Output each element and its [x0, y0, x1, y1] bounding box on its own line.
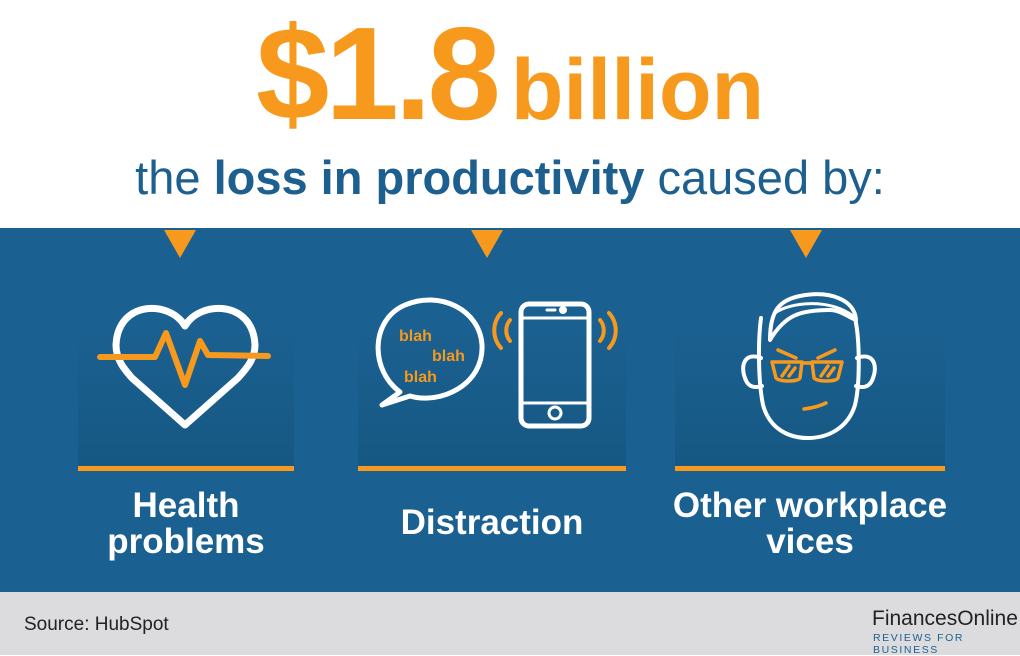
- face-with-sunglasses-icon: [741, 292, 877, 440]
- label-line: Health: [132, 486, 240, 525]
- headline: $1.8 billion: [0, 8, 1020, 140]
- blah-text: blah: [404, 369, 437, 386]
- brand-name: FinancesOnline: [872, 607, 1018, 630]
- divider: [675, 466, 945, 471]
- blah-text: blah: [432, 348, 465, 365]
- label-line: Distraction: [400, 503, 584, 542]
- arrow-down-icon: [790, 230, 822, 258]
- cause-label-vices: Other workplace vices: [640, 488, 980, 560]
- panel-vices: [675, 330, 945, 467]
- divider: [358, 466, 626, 471]
- subtitle-pre: the: [135, 151, 214, 204]
- arrow-down-icon: [164, 230, 196, 258]
- source-text: Source: HubSpot: [24, 614, 169, 635]
- phone-icon: [518, 301, 592, 429]
- blah-text: blah: [399, 328, 432, 345]
- arrow-down-icon: [471, 230, 503, 258]
- subtitle-post: caused by:: [644, 151, 885, 204]
- vibration-waves-icon: [492, 311, 618, 350]
- footer: [0, 592, 1020, 655]
- subtitle: the loss in productivity caused by:: [0, 152, 1020, 204]
- subtitle-bold: loss in productivity: [213, 151, 645, 204]
- label-line: Other workplace: [672, 486, 948, 525]
- brand-tagline: REVIEWS FOR BUSINESS: [873, 632, 965, 656]
- speech-bubble-icon: blah blah blah: [375, 297, 485, 408]
- heart-pulse-icon: [97, 304, 271, 429]
- divider: [78, 466, 294, 471]
- label-line: problems: [107, 522, 265, 561]
- pointer-arrows: [164, 230, 822, 258]
- headline-unit: billion: [510, 42, 765, 138]
- cause-label-health: Health problems: [78, 488, 294, 560]
- cause-label-distraction: Distraction: [358, 505, 626, 541]
- label-line: vices: [766, 522, 854, 561]
- headline-amount: $1.8: [255, 0, 501, 147]
